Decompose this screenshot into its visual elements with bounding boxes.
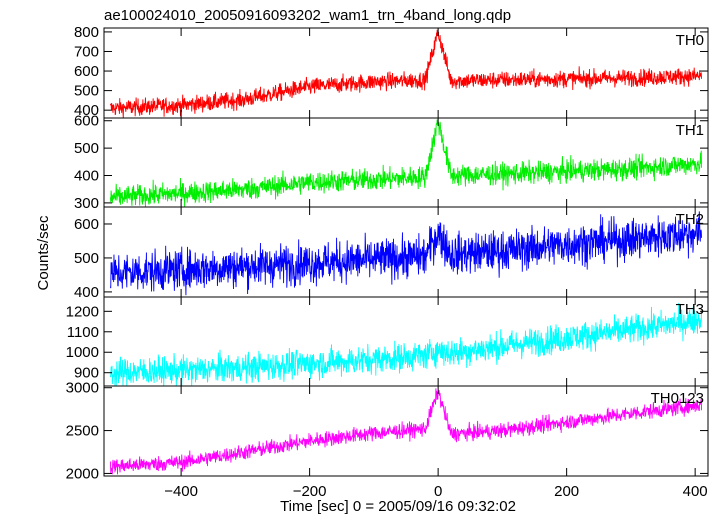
x-tick-label: −400: [164, 483, 198, 500]
panel-th1: 300 400 500 600 TH1: [74, 113, 709, 212]
y-axis-label: Counts/sec: [35, 215, 52, 291]
chart-title: ae100024010_20050916093202_wam1_trn_4ban…: [104, 7, 511, 24]
y-tick-label: 500: [74, 83, 99, 100]
y-tick-label: 2500: [66, 423, 99, 440]
y-tick-label: 400: [74, 102, 99, 119]
panel-th0: 400 500 600 700 800 TH0: [74, 24, 709, 119]
y-tick-label: 600: [74, 63, 99, 80]
y-tick-label: 500: [74, 250, 99, 267]
panel-th0123: 2000 2500 3000 TH0123: [66, 380, 709, 482]
y-tick-label: 600: [74, 216, 99, 233]
panel-label-th0123: TH0123: [651, 390, 704, 407]
y-tick-label: 1100: [67, 324, 99, 341]
y-tick-label: 800: [74, 24, 99, 41]
series-line-th3: [109, 302, 703, 386]
panel-th2: 400 500 600 TH2: [74, 206, 709, 301]
series-line-th0123: [109, 388, 703, 475]
x-axis: −400 −200 0 200 400: [164, 483, 707, 500]
series-line-th2: [109, 211, 703, 296]
panels: 400 500 600 700 800 TH0 300 400 500 600 TH1 400 500 6…: [66, 24, 709, 482]
y-tick-label: 700: [74, 43, 99, 60]
y-tick-label: 400: [74, 284, 99, 301]
y-tick-label: 1200: [66, 303, 99, 320]
y-tick-label: 600: [74, 113, 99, 130]
x-tick-label: 200: [554, 483, 579, 500]
y-tick-label: 2000: [66, 465, 99, 482]
y-tick-label: 900: [74, 365, 99, 382]
y-tick-label: 3000: [66, 380, 99, 397]
x-tick-label: 0: [434, 483, 442, 500]
panel-label-th0: TH0: [676, 32, 704, 49]
y-tick-label: 400: [74, 168, 99, 185]
panel-th3: 900 1000 1100 1200 TH3: [66, 296, 709, 387]
series-line-th0: [109, 29, 703, 118]
y-tick-label: 500: [74, 140, 99, 157]
y-tick-label: 300: [74, 195, 99, 212]
y-tick-label: 1000: [66, 344, 99, 361]
x-tick-label: −200: [293, 483, 327, 500]
x-tick-label: 400: [683, 483, 708, 500]
panel-label-th3: TH3: [676, 301, 704, 318]
series-line-th1: [109, 119, 703, 207]
panel-frame: [103, 296, 709, 387]
x-axis-label: Time [sec] 0 = 2005/09/16 09:32:02: [280, 498, 516, 515]
panel-label-th2: TH2: [676, 211, 704, 228]
panel-label-th1: TH1: [676, 122, 704, 139]
